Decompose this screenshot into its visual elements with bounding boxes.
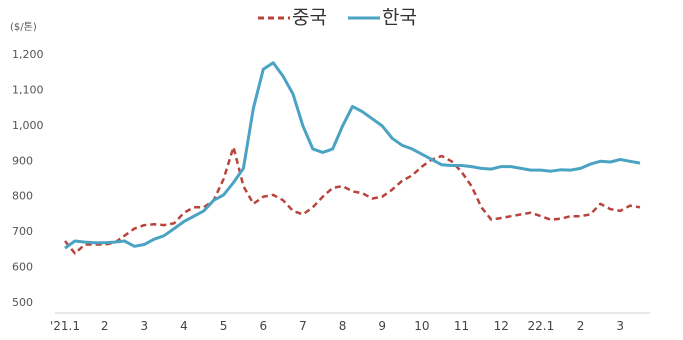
y-tick-label: 1,200 [12,48,44,61]
x-tick-label: 8 [339,319,347,333]
y-tick-label: 700 [12,225,33,238]
x-tick-label: 2 [101,319,109,333]
x-tick-label: 9 [378,319,386,333]
series-line [64,61,641,250]
x-tick-label: 22.1 [528,319,555,333]
x-tick-label: 4 [180,319,188,333]
legend-label: 중국 [292,7,327,29]
x-tick-label: 3 [140,319,148,333]
y-tick-label: 1,000 [12,119,44,132]
x-tick-label: 2 [577,319,585,333]
x-tick-label: 5 [220,319,228,333]
x-tick-label: 10 [414,319,429,333]
x-tick-label: 12 [494,319,509,333]
y-tick-label: 800 [12,190,33,203]
x-tick-label: 3 [616,319,624,333]
y-tick-label: 900 [12,154,33,167]
legend-label: 한국 [382,7,417,29]
x-tick-label: 11 [454,319,469,333]
series-line [64,145,641,255]
y-axis-label: ($/톤) [10,21,37,33]
y-tick-label: 500 [12,296,33,309]
y-tick-label: 600 [12,261,33,274]
y-tick-label: 1,100 [12,83,44,96]
x-tick-label: 6 [259,319,267,333]
x-tick-label: '21.1 [50,319,80,333]
x-tick-label: 7 [299,319,307,333]
